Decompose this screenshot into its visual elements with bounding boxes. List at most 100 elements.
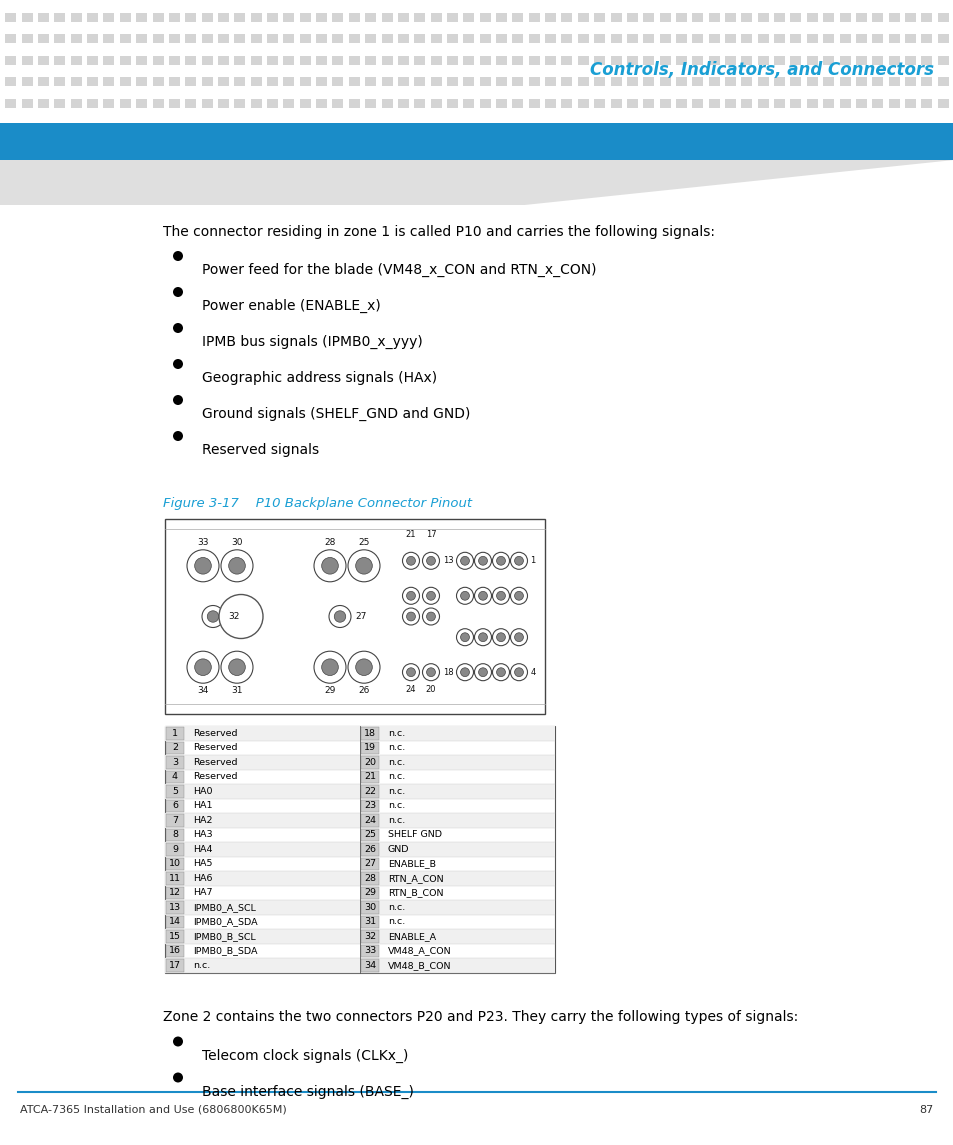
Bar: [360, 901, 378, 914]
Circle shape: [492, 587, 509, 605]
Bar: [381, 77, 392, 86]
Bar: [136, 98, 147, 108]
Circle shape: [406, 591, 415, 600]
Circle shape: [474, 587, 491, 605]
Bar: [692, 13, 702, 22]
Bar: [871, 77, 882, 86]
Bar: [937, 55, 947, 64]
Bar: [152, 98, 163, 108]
Bar: [528, 34, 539, 44]
Circle shape: [221, 652, 253, 684]
Text: n.c.: n.c.: [388, 917, 405, 926]
Circle shape: [460, 556, 469, 566]
Bar: [299, 98, 311, 108]
Bar: [544, 77, 556, 86]
Bar: [430, 77, 441, 86]
Bar: [887, 13, 899, 22]
Bar: [806, 34, 817, 44]
Circle shape: [321, 658, 338, 676]
Bar: [299, 55, 311, 64]
Circle shape: [510, 664, 527, 680]
Text: 9: 9: [172, 845, 178, 854]
Bar: [904, 77, 915, 86]
Text: 31: 31: [363, 917, 375, 926]
Bar: [166, 756, 184, 768]
Bar: [937, 13, 947, 22]
Circle shape: [172, 360, 183, 369]
Bar: [676, 34, 686, 44]
Bar: [839, 55, 850, 64]
Bar: [512, 55, 523, 64]
Bar: [921, 13, 931, 22]
Bar: [708, 55, 719, 64]
Bar: [479, 13, 490, 22]
Text: 17: 17: [169, 961, 181, 970]
Text: Reserved: Reserved: [193, 743, 237, 752]
Bar: [757, 98, 768, 108]
Bar: [349, 77, 359, 86]
Text: Reserved: Reserved: [193, 728, 237, 737]
Bar: [87, 34, 98, 44]
Bar: [166, 916, 184, 927]
Bar: [360, 960, 378, 971]
Bar: [871, 34, 882, 44]
Bar: [22, 77, 32, 86]
Bar: [659, 34, 670, 44]
Circle shape: [229, 558, 245, 574]
Bar: [676, 13, 686, 22]
Circle shape: [492, 664, 509, 680]
Bar: [773, 77, 784, 86]
Bar: [315, 55, 327, 64]
Text: VM48_B_CON: VM48_B_CON: [388, 961, 451, 970]
Bar: [360, 930, 378, 942]
Bar: [544, 55, 556, 64]
Text: 25: 25: [358, 538, 370, 547]
Bar: [165, 755, 555, 769]
Circle shape: [478, 633, 487, 641]
Bar: [904, 34, 915, 44]
Bar: [414, 77, 425, 86]
Text: Ground signals (SHELF_GND and GND): Ground signals (SHELF_GND and GND): [202, 406, 470, 421]
Bar: [447, 13, 457, 22]
Circle shape: [510, 552, 527, 569]
Bar: [447, 98, 457, 108]
Text: 7: 7: [172, 815, 178, 824]
Circle shape: [514, 591, 523, 600]
Bar: [414, 98, 425, 108]
Bar: [692, 77, 702, 86]
Bar: [267, 98, 277, 108]
Bar: [120, 34, 131, 44]
Circle shape: [474, 629, 491, 646]
Circle shape: [172, 1036, 183, 1047]
Text: 18: 18: [442, 668, 453, 677]
Bar: [315, 13, 327, 22]
Bar: [38, 34, 49, 44]
Bar: [201, 98, 213, 108]
Text: 27: 27: [355, 611, 366, 621]
Bar: [773, 55, 784, 64]
Bar: [528, 77, 539, 86]
Bar: [463, 13, 474, 22]
Bar: [217, 55, 229, 64]
Bar: [790, 77, 801, 86]
Bar: [166, 742, 184, 755]
Circle shape: [355, 658, 372, 676]
Bar: [839, 77, 850, 86]
Bar: [610, 55, 620, 64]
Circle shape: [497, 668, 505, 677]
Bar: [333, 98, 343, 108]
Bar: [512, 34, 523, 44]
Circle shape: [402, 587, 419, 605]
Bar: [360, 756, 378, 768]
Bar: [185, 77, 196, 86]
Circle shape: [514, 556, 523, 566]
Bar: [822, 98, 833, 108]
Text: The connector residing in zone 1 is called P10 and carries the following signals: The connector residing in zone 1 is call…: [163, 226, 714, 239]
Bar: [578, 34, 588, 44]
Text: 30: 30: [231, 538, 242, 547]
Bar: [544, 13, 556, 22]
Circle shape: [406, 556, 415, 566]
Text: 28: 28: [324, 538, 335, 547]
Bar: [740, 13, 752, 22]
Bar: [740, 77, 752, 86]
